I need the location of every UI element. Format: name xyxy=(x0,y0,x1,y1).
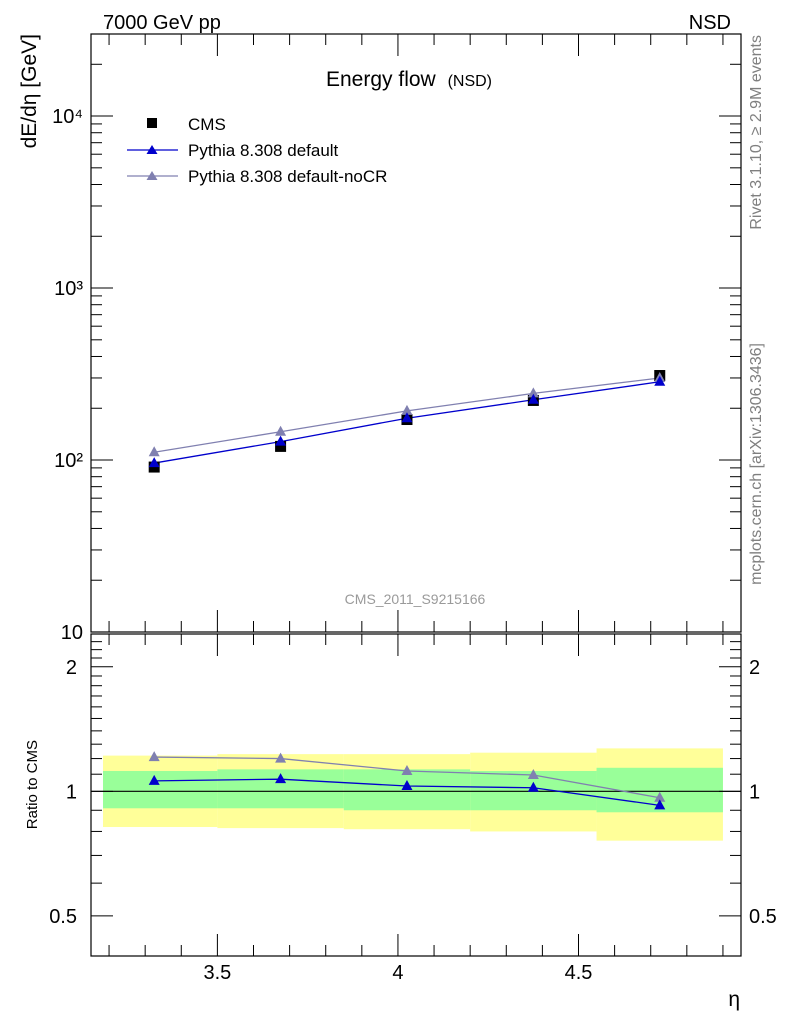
plot-title: Energy flow (NSD) xyxy=(326,68,492,91)
ratio-y-tick-label: 0.5 xyxy=(49,906,77,928)
ratio-pythia-default-point xyxy=(275,773,287,784)
main-axes: 10 10² 10³ 10⁴ xyxy=(52,33,741,644)
pythia-default-point xyxy=(275,435,287,446)
ratio-pythia-default-point xyxy=(401,780,413,791)
legend-marker-triangle-default xyxy=(146,145,158,154)
source-label: mcplots.cern.ch [arXiv:1306.3436] xyxy=(748,343,765,585)
ratio-y-tick-label: 1 xyxy=(66,781,77,803)
main-plot-frame xyxy=(90,33,742,633)
analysis-watermark: CMS_2011_S9215166 xyxy=(345,591,486,607)
ratio-pythia-nocr-point xyxy=(527,769,539,780)
pythia-default-point xyxy=(401,412,413,423)
legend-label-pythia-default: Pythia 8.308 default xyxy=(188,141,339,160)
process-label: NSD xyxy=(689,12,731,34)
legend-marker-square xyxy=(147,118,157,128)
x-tick-label: 3.5 xyxy=(203,962,231,984)
pythia-default-point xyxy=(527,393,539,404)
beam-label: 7000 GeV pp xyxy=(103,12,221,34)
legend-entry-cms: CMS xyxy=(147,115,226,134)
ratio-pythia-default-point xyxy=(527,781,539,792)
x-tick-label: 4 xyxy=(392,962,403,984)
legend-entry-pythia-nocr: Pythia 8.308 default-noCR xyxy=(127,167,387,186)
pythia-default-point xyxy=(654,375,666,386)
y-tick-label: 10² xyxy=(54,450,83,472)
main-series xyxy=(148,370,666,473)
rivet-version-label: Rivet 3.1.10, ≥ 2.9M events xyxy=(748,35,765,230)
ratio-pythia-nocr-point xyxy=(654,791,666,802)
plot-title-main: Energy flow xyxy=(326,68,437,91)
ratio-plot-frame xyxy=(90,633,742,957)
ratio-y-axis-label: Ratio to CMS xyxy=(24,740,41,829)
ratio-series xyxy=(148,751,666,810)
ratio-y-tick-label: 2 xyxy=(66,657,77,679)
ratio-y-tick-label-right: 2 xyxy=(749,657,760,679)
ratio-y-tick-label-right: 0.5 xyxy=(749,906,777,928)
legend-marker-triangle-nocr xyxy=(146,171,158,180)
pythia-nocr-point xyxy=(148,446,160,457)
ratio-uncertainty-bands xyxy=(103,748,723,841)
pythia-nocr-point xyxy=(275,425,287,436)
ratio-y-tick-label-right: 1 xyxy=(749,781,760,803)
ratio-pythia-nocr-point xyxy=(275,752,287,763)
y-tick-label: 10⁴ xyxy=(52,106,83,128)
ratio-pythia-default-point xyxy=(654,799,666,810)
pythia-nocr-point xyxy=(401,404,413,415)
y-axis-label: dE/dη [GeV] xyxy=(18,34,41,148)
y-tick-label: 10³ xyxy=(54,278,83,300)
cms-data-point xyxy=(275,440,287,452)
ratio-pythia-nocr-point xyxy=(401,764,413,775)
ratio-pythia-default-point xyxy=(148,774,160,785)
band-stat xyxy=(103,770,218,809)
x-tick-label: 4.5 xyxy=(565,962,593,984)
ratio-pythia-nocr-point xyxy=(148,751,160,762)
pythia-default-point xyxy=(148,457,160,468)
ratio-axes: 3.5 4 4.5 0.5 0.5 1 1 2 2 xyxy=(49,633,777,984)
pythia-nocr-point xyxy=(527,387,539,398)
plot-title-suffix: (NSD) xyxy=(448,73,492,90)
legend-label-pythia-nocr: Pythia 8.308 default-noCR xyxy=(188,167,387,186)
x-axis-label: η xyxy=(728,988,740,1011)
legend-label-cms: CMS xyxy=(188,115,226,134)
legend-entry-pythia-default: Pythia 8.308 default xyxy=(127,141,339,160)
legend: CMS Pythia 8.308 default Pythia 8.308 de… xyxy=(127,115,387,186)
y-tick-label: 10 xyxy=(61,622,83,644)
